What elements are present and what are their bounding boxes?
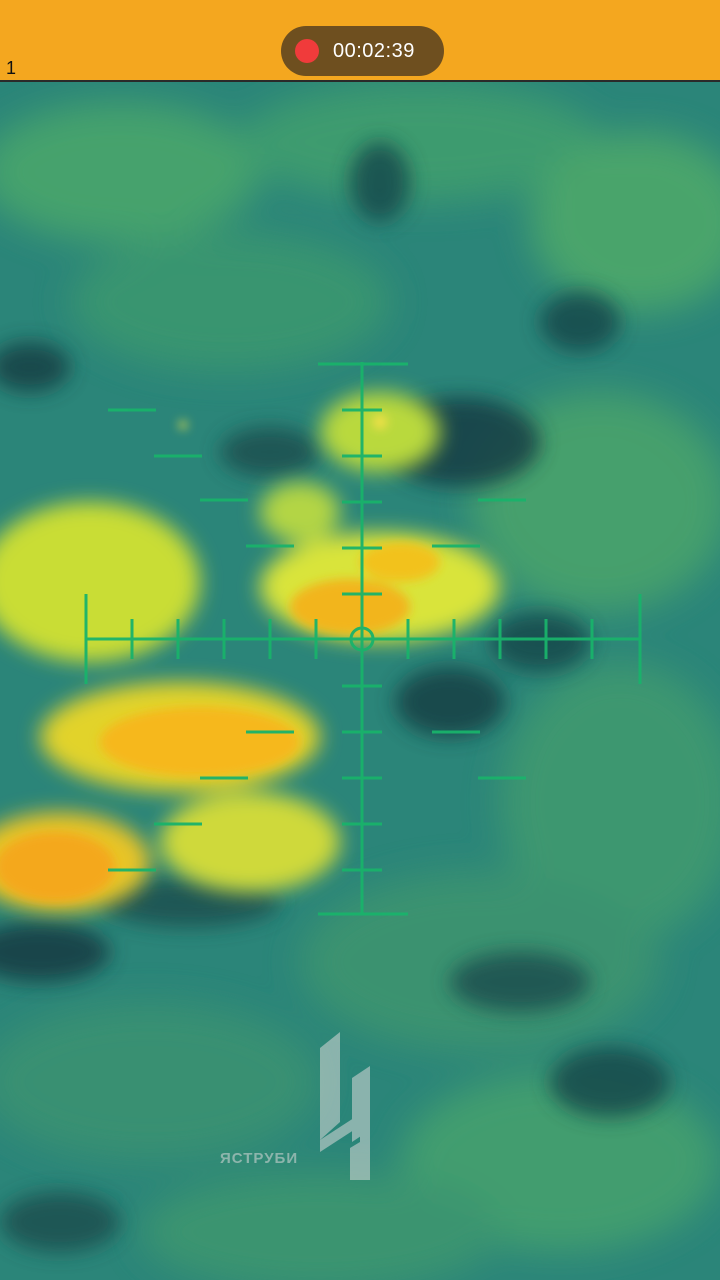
recording-status-bar: 1 00:02:39 [0, 0, 720, 82]
aiming-reticle [84, 362, 642, 916]
record-dot-icon [295, 39, 319, 63]
corner-label: 1 [6, 58, 17, 78]
thermal-image [0, 82, 720, 1280]
channel-watermark: ЯСТРУБИ [220, 1030, 420, 1180]
double-bar-logo-icon [320, 1032, 370, 1180]
recording-timer: 00:02:39 [333, 39, 415, 62]
recording-pill[interactable]: 00:02:39 [281, 26, 444, 76]
thermal-video-feed [0, 82, 720, 1280]
watermark-text: ЯСТРУБИ [220, 1150, 299, 1167]
